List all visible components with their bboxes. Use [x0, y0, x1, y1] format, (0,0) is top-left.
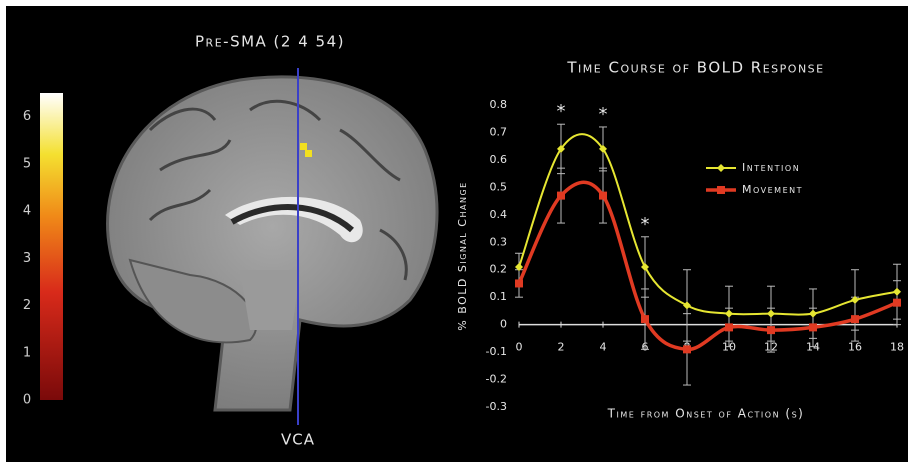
colorbar: [40, 93, 63, 400]
legend-label: Movement: [742, 183, 803, 196]
significance-marker: *: [641, 214, 650, 235]
y-tick-label: -0.1: [486, 345, 507, 358]
page: {"brain_panel": {"title": "Pre-SMA (2 4 …: [0, 0, 914, 467]
y-tick-label: 0.1: [490, 290, 508, 303]
colorbar-tick-label: 1: [23, 345, 31, 360]
y-axis-label: % BOLD Signal Change: [456, 181, 469, 330]
y-tick-label: 0.5: [490, 180, 508, 193]
x-tick-label: 18: [890, 341, 904, 354]
point-marker: [851, 315, 859, 323]
significance-marker: *: [599, 104, 608, 125]
x-tick-label: 4: [600, 341, 607, 354]
y-tick-label: 0.6: [490, 153, 508, 166]
panel-title: Pre-SMA (2 4 54): [195, 33, 345, 51]
y-tick-label: 0.7: [490, 125, 508, 138]
x-tick-label: 2: [558, 341, 565, 354]
point-marker: [809, 323, 817, 331]
y-tick-label: 0.8: [490, 98, 508, 111]
figure: Pre-SMA (2 4 54) VCA Time Course of BOLD…: [0, 0, 914, 467]
y-tick-label: 0.4: [490, 208, 508, 221]
marker-label: VCA: [281, 431, 315, 449]
point-marker: [599, 192, 607, 200]
colorbar-tick-label: 3: [23, 251, 31, 266]
y-tick-label: -0.2: [486, 373, 507, 386]
x-tick-label: 0: [516, 341, 523, 354]
significance-marker: *: [557, 101, 566, 122]
y-tick-label: 0.2: [490, 263, 508, 276]
point-marker: [725, 323, 733, 331]
colorbar-tick-label: 2: [23, 298, 31, 313]
x-tick-label: 16: [848, 341, 862, 354]
chart-title: Time Course of BOLD Response: [566, 59, 824, 77]
y-tick-label: 0: [500, 318, 507, 331]
point-marker: [557, 192, 565, 200]
colorbar-tick-label: 6: [23, 109, 31, 124]
legend-marker: [717, 186, 725, 194]
point-marker: [515, 279, 523, 287]
point-marker: [641, 315, 649, 323]
point-marker: [683, 345, 691, 353]
colorbar-tick-label: 4: [23, 204, 31, 219]
y-tick-label: 0.3: [490, 235, 508, 248]
point-marker: [767, 326, 775, 334]
colorbar-tick-label: 0: [23, 393, 31, 408]
point-marker: [893, 299, 901, 307]
x-axis-label: Time from Onset of Action (s): [607, 407, 805, 421]
colorbar-tick-label: 5: [23, 156, 31, 171]
y-tick-label: -0.3: [486, 400, 507, 413]
legend-label: Intention: [742, 161, 800, 174]
